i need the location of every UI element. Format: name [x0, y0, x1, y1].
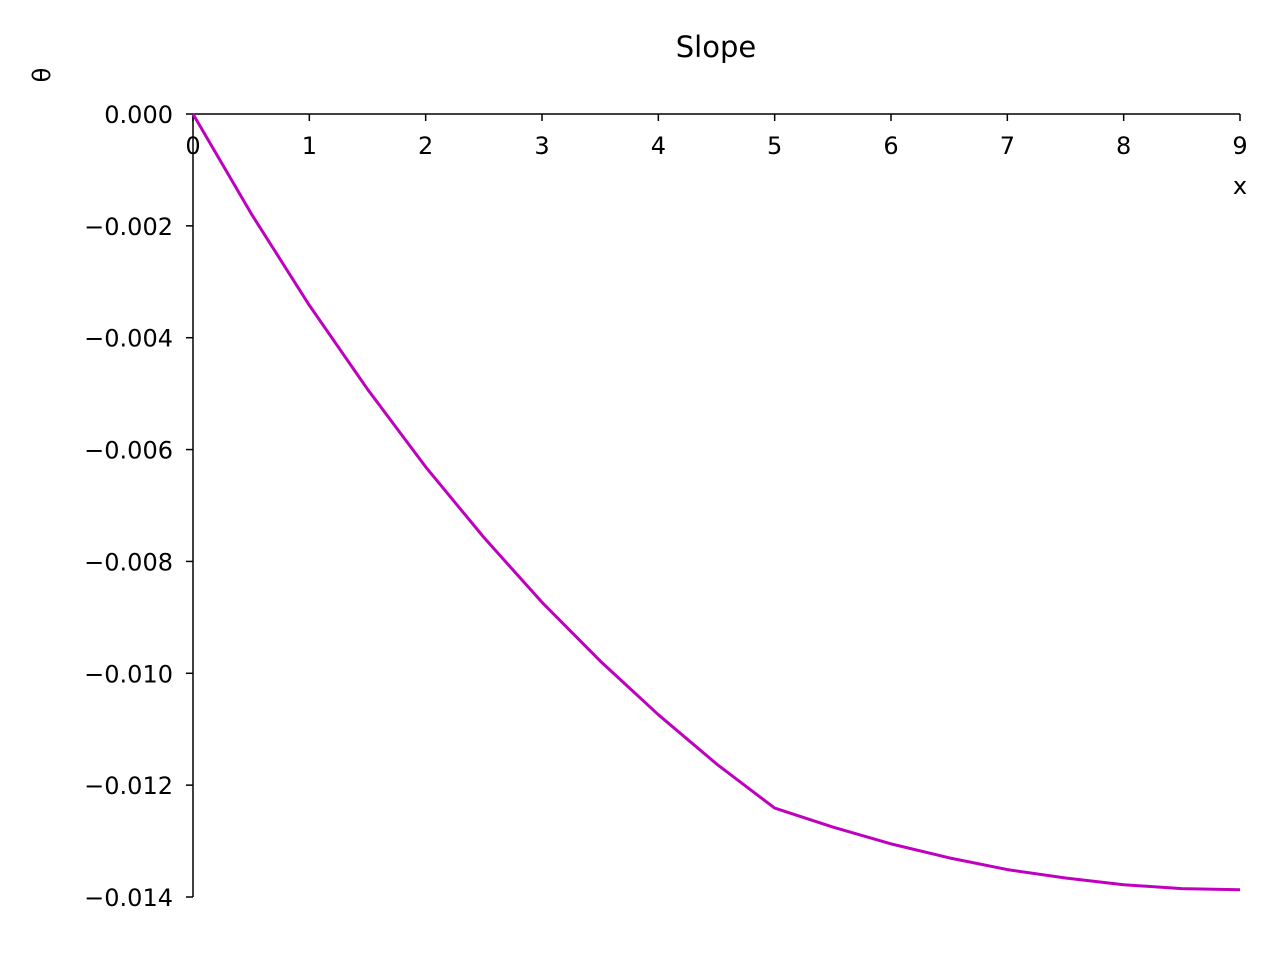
y-tick-label: 0.000	[104, 101, 173, 129]
x-tick-label: 7	[1000, 132, 1015, 160]
x-tick-label: 0	[185, 132, 200, 160]
y-axis-label: θ	[28, 68, 56, 83]
x-tick-label: 2	[418, 132, 433, 160]
y-tick-label: −0.006	[84, 437, 173, 465]
x-tick-label: 8	[1116, 132, 1131, 160]
x-tick-label: 3	[534, 132, 549, 160]
y-tick-label: −0.002	[84, 213, 173, 241]
data-line	[191, 113, 1241, 892]
y-tick-label: −0.012	[84, 772, 173, 800]
x-tick-label: 5	[767, 132, 782, 160]
chart-title: Slope	[676, 30, 756, 64]
y-tick-label: −0.004	[84, 325, 173, 353]
y-tick-label: −0.014	[84, 884, 173, 912]
y-tick-label: −0.010	[84, 660, 173, 688]
y-tick-label: −0.008	[84, 548, 173, 576]
x-tick-label: 4	[651, 132, 666, 160]
x-tick-label: 1	[302, 132, 317, 160]
x-tick-label: 9	[1232, 132, 1247, 160]
x-tick-label: 6	[883, 132, 898, 160]
x-axis-label: x	[1233, 172, 1247, 200]
